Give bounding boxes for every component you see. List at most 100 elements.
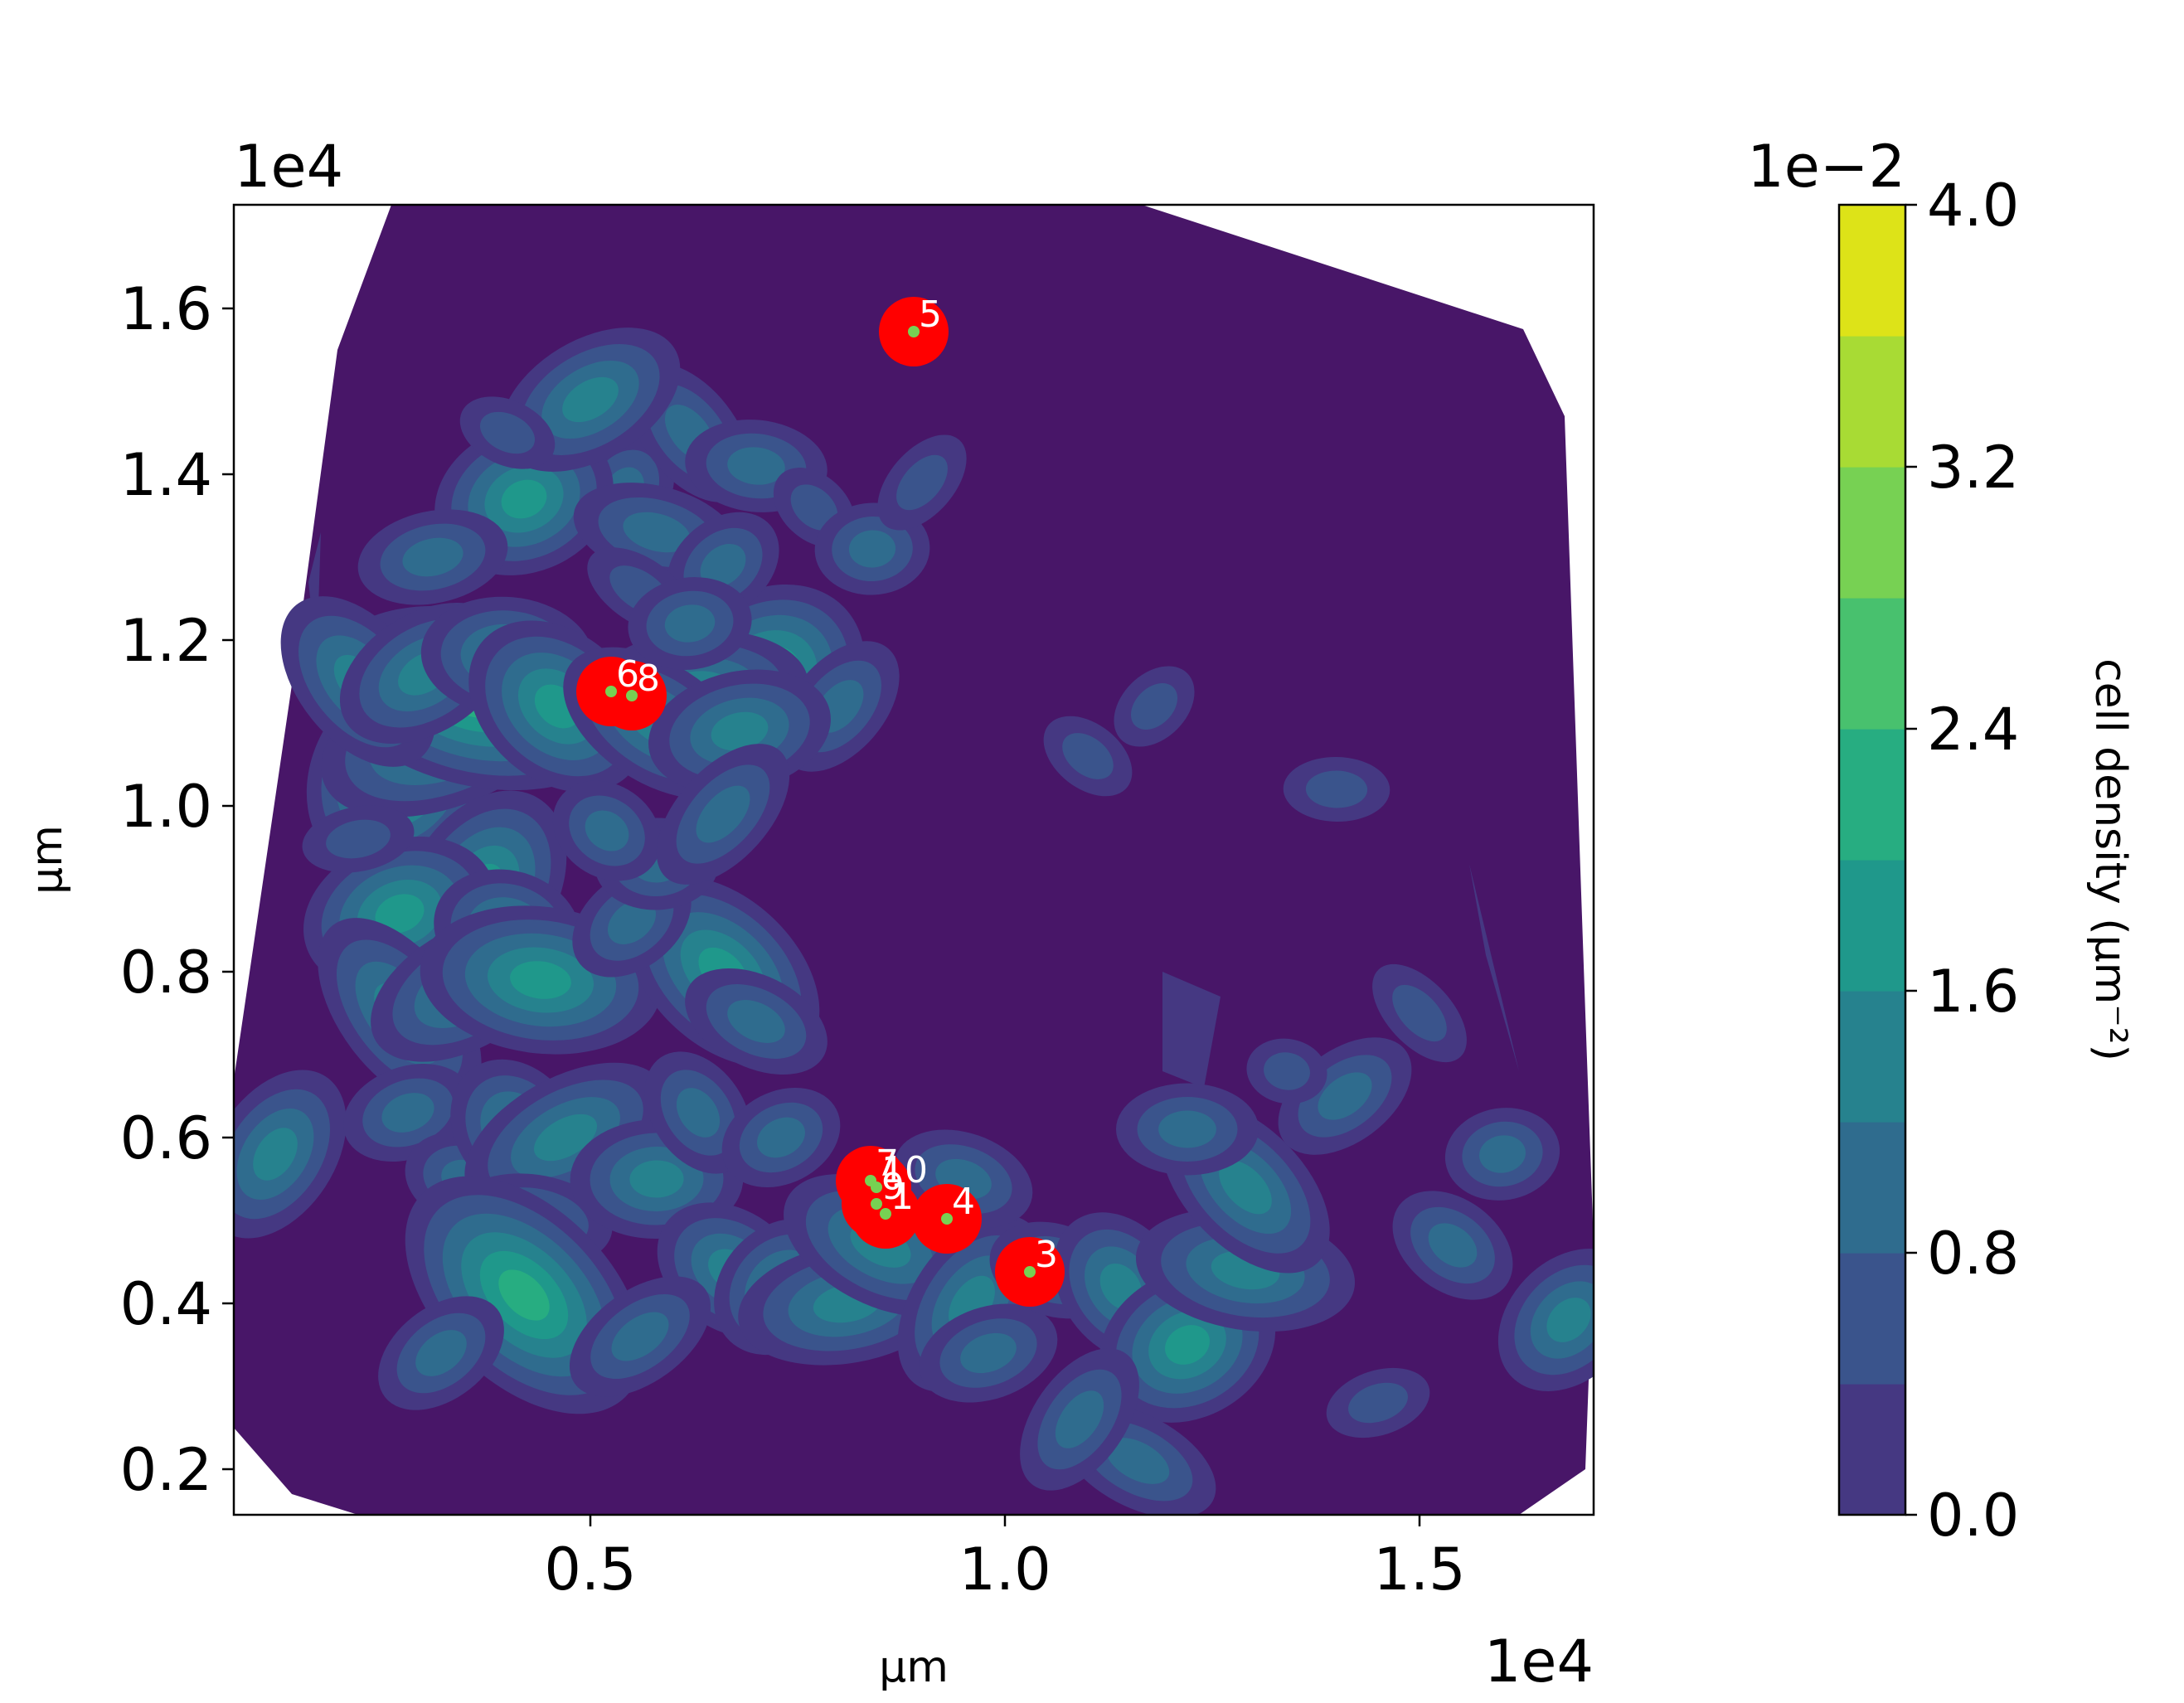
plot-frame [232,203,1595,1516]
density-blob-71 [1246,1038,1327,1104]
colorbar-band-5 [1839,860,1905,992]
contour-level-2 [896,454,948,511]
contour-level-2 [1130,682,1178,730]
contour-level-3 [676,1088,721,1138]
hotspot-label-8: 8 [637,657,660,700]
contour-level-3 [727,1000,785,1043]
contour-level-3 [848,530,896,568]
contour-level-3 [1158,1110,1216,1148]
contour-level-5 [501,479,547,519]
density-blob-61 [1116,1083,1259,1176]
contour-level-4 [534,1114,597,1162]
colorbar-multiplier: 1e−2 [1747,133,1905,201]
contour-level-4 [253,1128,298,1181]
y-tick-label-1: 0.2 [120,1436,212,1504]
y-tick-label-6: 1.2 [120,607,212,675]
colorbar-tick-label-6: 4.0 [1927,172,2019,240]
contour-level-3 [960,1332,1017,1374]
colorbar-tick-label-5: 3.2 [1927,434,2019,502]
contour-level-3 [611,1312,669,1361]
density-blob-62 [1392,1191,1513,1300]
hotspot-core-3 [1024,1266,1036,1278]
x-axis-ticks: 0.5 1.0 1.5 [544,1515,1466,1604]
colorbar-band-1 [1839,1384,1905,1516]
hotspot-layer: 1 3 4 5 6 7 8 910 [576,294,1065,1307]
density-blob-39 [685,968,827,1075]
y-axis-label: µm [22,825,72,895]
density-blob-layer [234,328,1594,1515]
contour-level-4 [711,711,769,751]
y-tick-label-7: 1.4 [120,441,212,509]
density-blob-77 [628,577,752,670]
contour-level-3 [1105,1438,1170,1484]
density-blob-37 [656,744,790,885]
contour-level-3 [1318,1072,1372,1120]
density-blob-47 [378,1296,504,1410]
contour-level-3 [1055,1390,1104,1448]
colorbar-band-6 [1839,729,1905,861]
colorbar-tick-label-3: 1.6 [1927,958,2019,1026]
contour-level-6 [498,1269,550,1321]
contour-level-3 [727,447,785,485]
hotspot-core-5 [908,326,920,337]
x-tick-label-3: 1.5 [1373,1536,1465,1604]
contour-level-2 [1264,1052,1310,1090]
contour-level-4 [562,376,619,423]
colorbar-frame [1837,203,1907,1516]
y-axis-ticks: 0.2 0.4 0.6 0.8 1.0 1.2 1.4 1.6 [120,275,234,1504]
y-tick-label-2: 0.4 [120,1270,212,1338]
density-blob-70 [721,1087,841,1188]
contour-level-3 [757,1117,805,1158]
hotspot-label-4: 4 [952,1181,975,1223]
colorbar: 0.0 0.8 1.6 2.4 3.2 4.0 1e−2 cell density (µm… [1747,133,2135,1550]
contour-level-5 [510,961,571,999]
contour-level-4 [1546,1298,1591,1342]
y-tick-label-8: 1.6 [120,275,212,343]
density-blob-24 [877,434,967,531]
contour-level-3 [623,512,691,553]
hotspot-label-1: 1 [891,1176,914,1218]
x-axis-label: µm [879,1642,949,1692]
contour-level-2 [790,484,838,531]
x-tick-label-1: 0.5 [544,1536,636,1604]
contour-level-5 [1165,1325,1210,1365]
colorbar-band-2 [1839,1253,1905,1385]
density-blob-36 [552,780,662,881]
contour-level-2 [326,819,391,859]
contour-level-3 [402,537,463,577]
hotspot-label-5: 5 [919,294,942,336]
contour-level-3 [381,1093,434,1133]
flat-patch-2 [1469,864,1519,1071]
contour-level-4 [629,1160,684,1198]
density-blob-63 [1497,1249,1594,1391]
contour-level-3 [1428,1223,1478,1268]
density-blob-67 [1326,1367,1430,1439]
plot-area: 1 3 4 5 6 7 8 910 0.5 1.0 1.5 0.2 0.4 0.6 0.8 1.0 1.2 1… [120,203,1595,1604]
hotspot-label-6: 6 [616,653,639,696]
density-blob-26 [459,396,556,469]
hotspot-label-10: 10 [881,1149,928,1191]
colorbar-band-8 [1839,467,1905,599]
contour-level-3 [415,1330,467,1376]
hotspot-core-4 [941,1213,953,1225]
contour-level-3 [585,810,629,852]
y-tick-label-5: 1.0 [120,773,212,841]
x-multiplier: 1e4 [1484,1628,1594,1696]
density-blob-76 [1114,666,1195,747]
density-blob-64 [1444,1108,1560,1201]
colorbar-band-3 [1839,1122,1905,1254]
hotspot-core-1 [880,1208,891,1220]
hotspot-label-7: 7 [876,1143,899,1185]
density-blob-73 [569,1276,711,1397]
contour-level-2 [1305,770,1368,808]
colorbar-bands [1839,205,1905,1516]
colorbar-tick-label-1: 0.0 [1927,1482,2019,1550]
colorbar-tick-label-2: 0.8 [1927,1220,2019,1288]
x-tick-label-2: 1.0 [959,1536,1051,1604]
density-blob-74 [1283,756,1390,822]
contour-level-5 [375,894,425,934]
contour-level-4 [1219,1160,1272,1215]
colorbar-band-7 [1839,598,1905,730]
contour-level-3 [664,604,716,643]
